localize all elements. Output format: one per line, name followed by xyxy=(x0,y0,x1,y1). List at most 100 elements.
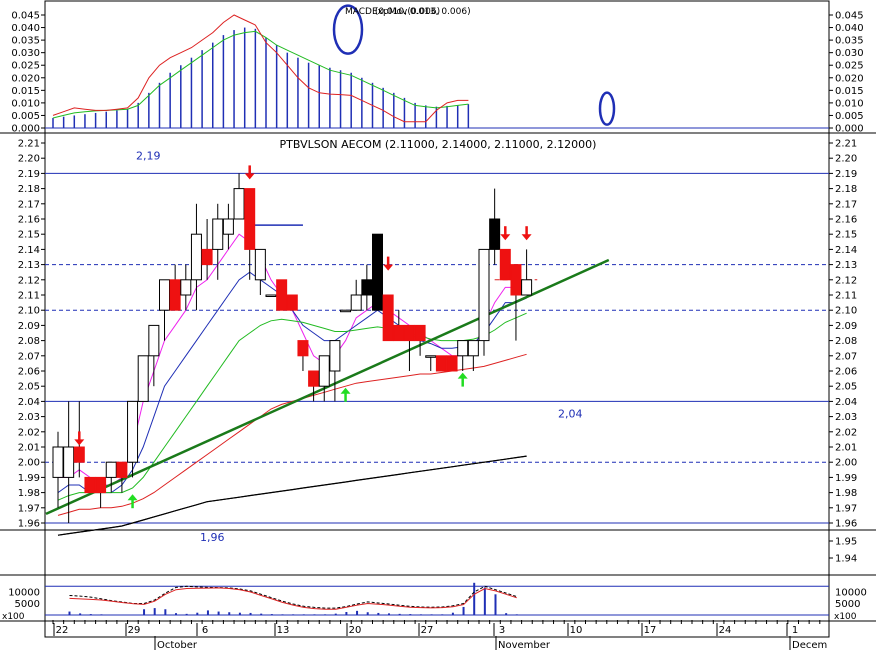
macd-right-tick: 0.005 xyxy=(835,111,864,122)
candle-body xyxy=(52,446,64,478)
price-right-tick: 2.00 xyxy=(835,458,857,469)
date-label: 29 xyxy=(128,625,141,636)
price-right-tick: 1.99 xyxy=(835,473,857,484)
date-label: 24 xyxy=(719,625,732,636)
macd-left-tick: 0.020 xyxy=(11,73,40,84)
price-left-tick: 2.06 xyxy=(18,367,40,378)
sell-arrow xyxy=(74,431,85,446)
candle-body xyxy=(350,294,362,311)
highlight-circle xyxy=(332,4,364,55)
price-right-tick: 1.98 xyxy=(835,488,857,499)
price-right-tick: 2.05 xyxy=(835,382,857,393)
candle-body xyxy=(489,218,501,250)
candle-body xyxy=(510,264,522,296)
candle-body xyxy=(265,294,277,297)
sell-arrow-head xyxy=(521,234,532,241)
month-label: Decem xyxy=(792,640,827,651)
price-right-tick: 2.18 xyxy=(835,184,857,195)
macd-right-tick: 0.035 xyxy=(835,36,864,47)
candle-body xyxy=(105,461,117,478)
buy-arrow-head xyxy=(457,372,468,379)
candle-body xyxy=(127,400,139,463)
candle-body xyxy=(95,476,107,494)
sell-arrow-head xyxy=(244,173,255,180)
moving-average-green xyxy=(57,312,527,501)
price-right-tick: 2.07 xyxy=(835,351,857,362)
candle-body xyxy=(499,248,511,281)
price-right-tick: 2.11 xyxy=(835,291,857,302)
date-label: 27 xyxy=(421,625,434,636)
buy-arrow xyxy=(457,372,468,387)
time-axis: 22 29 6 13 20 27 3 10 17 24 1 October November Decem xyxy=(52,620,827,651)
date-label: 17 xyxy=(644,625,657,636)
sell-arrow xyxy=(500,226,511,241)
price-right-tick: 1.96 xyxy=(835,519,857,530)
trend-panel: 1.95 1.94 1,96 xyxy=(57,455,857,565)
price-left-tick: 2.02 xyxy=(18,427,40,438)
candle-body xyxy=(414,324,426,342)
price-right-tick: 2.20 xyxy=(835,154,857,165)
buy-arrow-head xyxy=(127,494,138,501)
price-left-tick: 2.18 xyxy=(18,184,40,195)
volume-right-tick: 10000 xyxy=(835,588,867,599)
candle-body xyxy=(233,188,245,220)
price-right-tick: 2.13 xyxy=(835,260,857,271)
price-right-tick: 2.01 xyxy=(835,443,857,454)
sell-arrow-head xyxy=(74,439,85,446)
candle-body xyxy=(372,233,383,311)
price-panel: 2.21 2.21 2.20 2.20 2.19 2.19 2.18 2.18 2.17 2.17… xyxy=(18,138,857,536)
candle-body xyxy=(467,340,479,357)
candle-body xyxy=(457,340,469,357)
price-left-tick: 1.97 xyxy=(18,503,40,514)
volume-oscillator-line xyxy=(69,587,517,610)
outer-frame xyxy=(44,0,830,638)
price-left-tick: 2.11 xyxy=(18,291,40,302)
price-right-tick: 1.97 xyxy=(835,503,857,514)
candle-body xyxy=(116,461,128,478)
candle-body xyxy=(137,355,149,402)
macd-left-tick: 0.000 xyxy=(11,124,40,135)
macd-left-tick: 0.010 xyxy=(11,98,40,109)
macd-right-tick: 0.015 xyxy=(835,86,864,97)
date-label: 1 xyxy=(792,625,798,636)
volume-left-tick: 10000 xyxy=(8,588,40,599)
price-left-tick: 2.12 xyxy=(18,275,40,286)
price-right-tick: 2.08 xyxy=(835,336,857,347)
candle-body xyxy=(63,446,75,478)
macd-right-tick: 0.040 xyxy=(835,23,864,34)
candle-body xyxy=(254,248,266,281)
price-left-tick: 2.19 xyxy=(18,169,40,180)
moving-average-red xyxy=(57,353,527,516)
macd-right-tick: 0.000 xyxy=(835,124,864,135)
candle-body xyxy=(73,446,85,463)
price-right-tick: 2.14 xyxy=(835,245,857,256)
candle-body xyxy=(212,218,224,250)
long-moving-average xyxy=(57,455,527,536)
level-label-204: 2,04 xyxy=(558,407,583,420)
month-label: October xyxy=(157,640,198,651)
price-left-tick: 2.20 xyxy=(18,154,40,165)
candle-body xyxy=(329,340,341,372)
price-left-tick: 2.15 xyxy=(18,230,40,241)
macd-title-overlap: ExpMov(0.006) xyxy=(372,7,440,17)
buy-arrow-head xyxy=(340,387,351,394)
volume-unit-right: x100 xyxy=(834,612,857,622)
candle-body xyxy=(180,279,192,296)
candle-body xyxy=(222,218,234,235)
price-left-tick: 2.10 xyxy=(18,306,40,317)
macd-left-tick: 0.005 xyxy=(11,111,40,122)
sell-arrow-head xyxy=(500,234,511,241)
volume-unit-left: x100 xyxy=(2,612,25,622)
candle-body xyxy=(286,294,298,311)
volume-dashed-average xyxy=(69,585,517,609)
sell-arrow xyxy=(244,165,255,180)
price-right-tick: 2.21 xyxy=(835,139,857,150)
price-left-tick: 2.01 xyxy=(18,443,40,454)
macd-right-tick: 0.020 xyxy=(835,73,864,84)
macd-right-tick: 0.030 xyxy=(835,48,864,59)
candle-body xyxy=(446,355,458,372)
price-left-tick: 2.13 xyxy=(18,260,40,271)
candle-body xyxy=(425,355,437,358)
